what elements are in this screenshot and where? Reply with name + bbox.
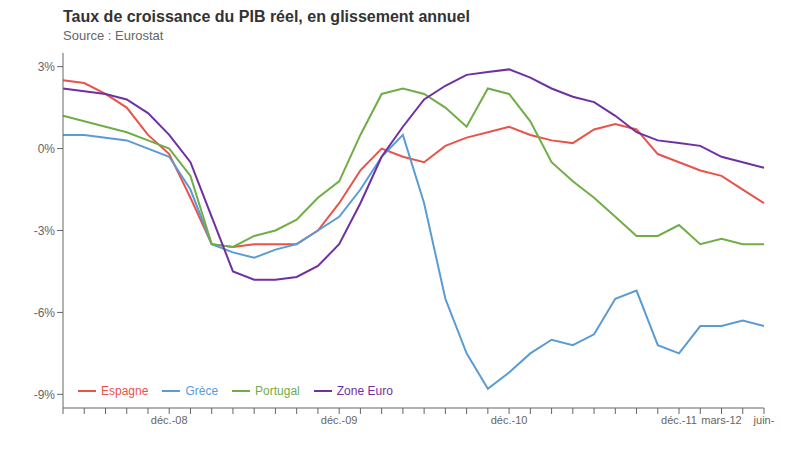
html-text:Source : Eurostat: Source : Eurostat — [63, 28, 164, 43]
svg-text:0%: 0% — [38, 142, 56, 156]
svg-text:-6%: -6% — [34, 306, 56, 320]
svg-text:déc.-11: déc.-11 — [661, 414, 697, 426]
html-text:Espagne: Espagne — [101, 384, 149, 398]
html-text:Portugal: Portugal — [255, 384, 300, 398]
svg-text:déc.-09: déc.-09 — [321, 414, 358, 426]
svg-text:mars-12: mars-12 — [701, 414, 741, 426]
html-text:Zone Euro: Zone Euro — [336, 384, 393, 398]
svg-text:déc.-10: déc.-10 — [491, 414, 528, 426]
svg-text:-9%: -9% — [34, 388, 56, 402]
html-text:Grèce: Grèce — [185, 384, 219, 398]
svg-text:3%: 3% — [38, 60, 56, 74]
svg-text:juin-: juin- — [753, 414, 775, 426]
svg-text:-3%: -3% — [34, 224, 56, 238]
html-text:Taux de croissance du PIB réel: Taux de croissance du PIB réel, en gliss… — [63, 8, 470, 25]
svg-text:déc.-08: déc.-08 — [151, 414, 188, 426]
